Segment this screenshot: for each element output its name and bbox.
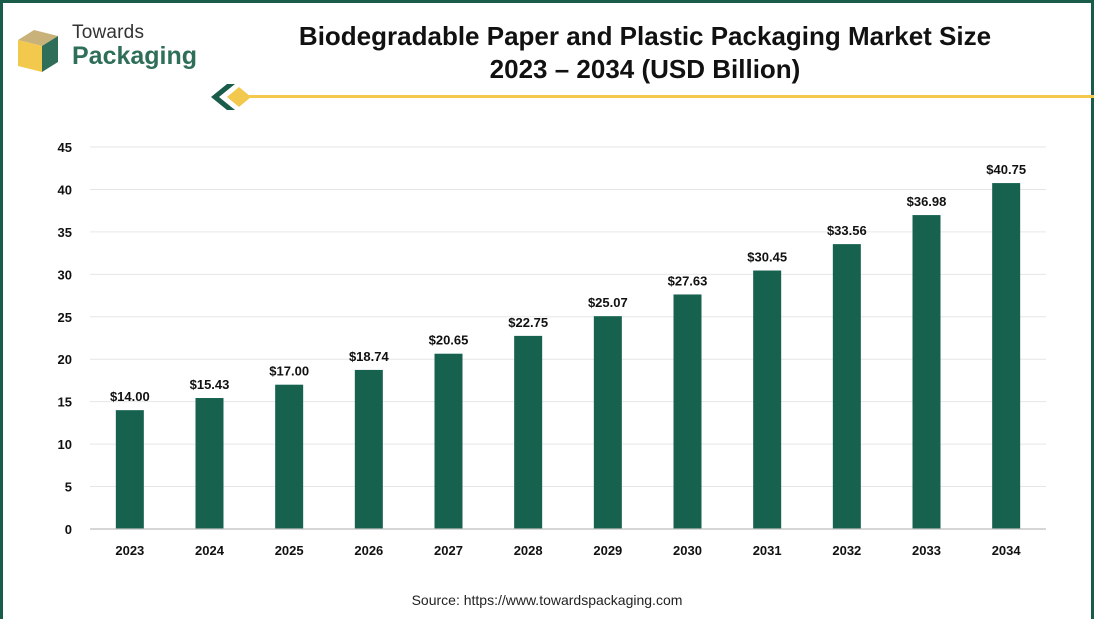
x-tick-label: 2031 <box>753 543 782 558</box>
bar <box>354 369 383 529</box>
chart-title-line1: Biodegradable Paper and Plastic Packagin… <box>298 21 992 51</box>
data-label: $20.65 <box>429 333 469 348</box>
y-tick-label: 15 <box>58 395 72 410</box>
bar <box>673 294 702 529</box>
data-label: $25.07 <box>588 295 628 310</box>
x-tick-label: 2028 <box>514 543 543 558</box>
y-tick-label: 35 <box>58 225 72 240</box>
y-tick-label: 40 <box>58 182 72 197</box>
bar <box>195 398 224 529</box>
data-label: $14.00 <box>110 389 150 404</box>
x-tick-label: 2032 <box>832 543 861 558</box>
chart-title: Biodegradable Paper and Plastic Packagin… <box>250 20 1040 86</box>
data-label: $27.63 <box>668 273 708 288</box>
bar <box>275 384 304 529</box>
bar <box>514 335 543 529</box>
data-label: $22.75 <box>508 315 548 330</box>
bar <box>115 410 144 529</box>
y-tick-label: 30 <box>58 267 72 282</box>
data-label: $36.98 <box>907 194 947 209</box>
data-label: $30.45 <box>747 250 787 265</box>
y-tick-label: 5 <box>65 480 72 495</box>
x-tick-label: 2027 <box>434 543 463 558</box>
x-tick-label: 2023 <box>115 543 144 558</box>
x-tick-label: 2030 <box>673 543 702 558</box>
accent-line <box>249 95 1094 98</box>
chart-title-line2: 2023 – 2034 (USD Billion) <box>489 54 801 84</box>
x-tick-label: 2034 <box>992 543 1022 558</box>
chevron-left-icon <box>211 84 235 110</box>
title-underline-decoration <box>211 84 1094 110</box>
y-tick-label: 45 <box>58 140 72 155</box>
y-tick-label: 0 <box>65 522 72 537</box>
logo-text-packaging: Packaging <box>72 42 198 70</box>
bar <box>593 316 622 529</box>
bar <box>992 183 1021 530</box>
source-text: Source: https://www.towardspackaging.com <box>411 592 683 608</box>
data-label: $40.75 <box>986 162 1026 177</box>
y-tick-label: 25 <box>58 310 72 325</box>
logo-text-towards: Towards <box>72 22 145 43</box>
x-tick-label: 2029 <box>593 543 622 558</box>
y-tick-label: 10 <box>58 437 72 452</box>
bar <box>434 353 463 529</box>
x-tick-label: 2033 <box>912 543 941 558</box>
data-label: $33.56 <box>827 223 867 238</box>
data-label: $15.43 <box>190 377 230 392</box>
bar <box>832 244 861 529</box>
x-tick-label: 2025 <box>275 543 304 558</box>
towards-packaging-logo: Towards Packaging <box>14 22 214 78</box>
x-tick-label: 2024 <box>195 543 225 558</box>
bar <box>753 270 782 529</box>
box-logo-icon <box>18 30 58 72</box>
diamond-icon <box>227 87 251 107</box>
data-label: $17.00 <box>269 364 309 379</box>
data-label: $18.74 <box>349 349 390 364</box>
x-tick-label: 2026 <box>354 543 383 558</box>
bar <box>912 215 941 530</box>
y-tick-label: 20 <box>58 352 72 367</box>
